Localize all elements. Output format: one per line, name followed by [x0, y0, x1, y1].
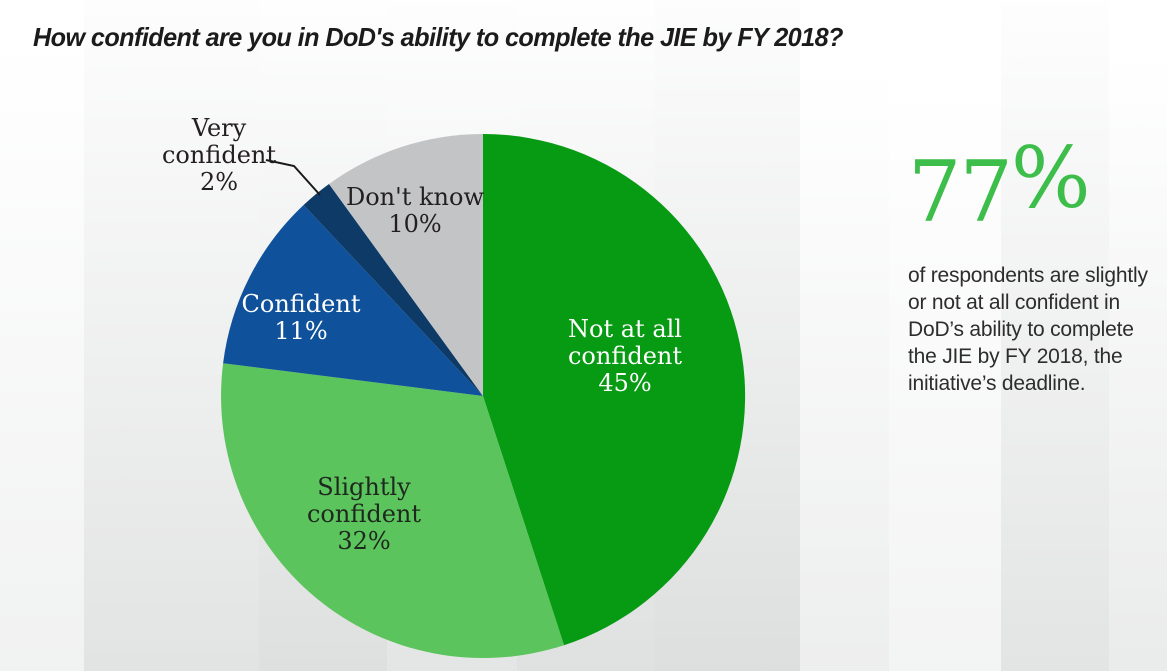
pie-label-pct: 2% — [199, 168, 239, 196]
pie-label-line: Slightly — [317, 473, 411, 501]
leader-line-very-confident — [265, 159, 321, 196]
pie-label-pct: 11% — [274, 317, 328, 345]
pie-label-pct: 32% — [337, 527, 391, 555]
pie-label-confident: Confident 11% — [242, 291, 361, 345]
chart-title: How confident are you in DoD's ability t… — [33, 22, 843, 52]
callout: 77% of respondents are slightly or not a… — [908, 132, 1164, 397]
pie-slice-slightly-confident — [221, 363, 565, 659]
pie-slice-not-at-all-confident — [483, 133, 746, 646]
background-stripe — [1001, 0, 1109, 671]
pie-slice-dont-know — [329, 134, 483, 396]
pie-label-slightly-confident: Slightly confident 32% — [307, 474, 421, 555]
pie-label-pct: 10% — [388, 210, 442, 238]
pie-slice-confident — [223, 205, 483, 396]
pie-label-pct: 45% — [598, 369, 652, 397]
pie-label-dont-know: Don't know 10% — [346, 184, 484, 238]
callout-stat-number: 77 — [908, 143, 1013, 241]
pie-label-line: Not at all — [568, 315, 682, 343]
callout-text: of respondents are slightly or not at al… — [908, 264, 1148, 395]
pie-slice-very-confident — [303, 184, 483, 396]
pie-label-line: Confident — [241, 290, 361, 318]
callout-stat: 77% — [908, 132, 1164, 241]
background-stripe — [889, 0, 1001, 671]
pie-label-line: Don't know — [345, 183, 485, 211]
pie-label-line: confident — [306, 500, 422, 528]
background-stripe — [800, 0, 889, 671]
pie-label-line: Very — [191, 114, 247, 142]
pie-label-very-confident: Very confident 2% — [162, 115, 276, 196]
pie-label-line: confident — [567, 342, 683, 370]
pie-label-not-at-all-confident: Not at all confident 45% — [568, 316, 682, 397]
callout-percent-sign: % — [1010, 129, 1091, 227]
pie-label-line: confident — [161, 141, 277, 169]
background-stripe — [0, 0, 84, 671]
background-stripe — [1109, 0, 1167, 671]
